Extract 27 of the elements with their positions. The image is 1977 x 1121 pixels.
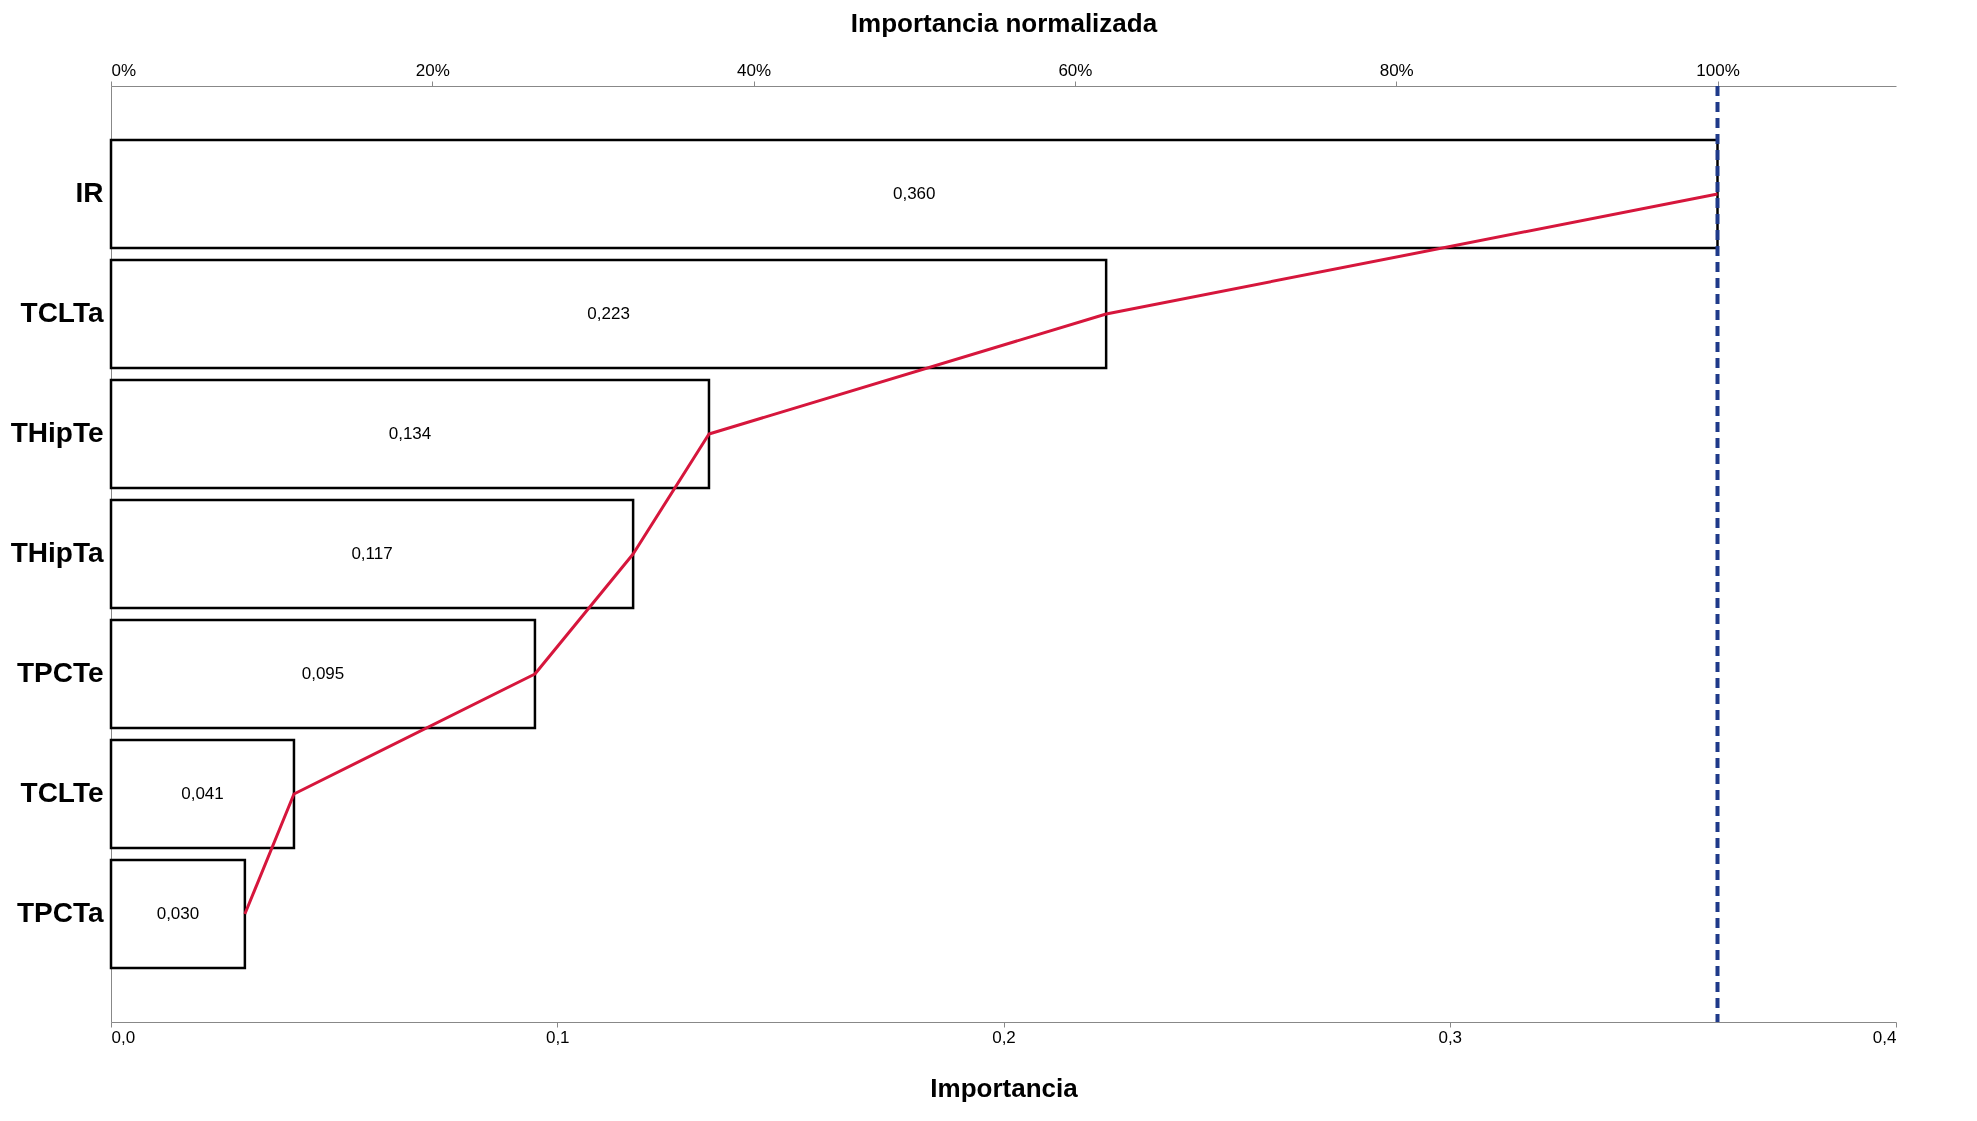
y-tick-label: TCLTe <box>20 777 104 808</box>
x2-tick-label: 40% <box>737 60 772 80</box>
y-tick-label: THipTa <box>10 537 104 568</box>
x2-tick-label: 100% <box>1696 60 1740 80</box>
data-label: 0,223 <box>587 304 630 323</box>
x-tick-label: 0,3 <box>1438 1027 1463 1047</box>
x2-tick-label: 80% <box>1379 60 1414 80</box>
data-label: 0,134 <box>388 424 432 443</box>
data-label: 0,117 <box>351 544 393 563</box>
y-tick-label: THipTe <box>10 417 104 448</box>
y-tick-label: TPCTa <box>16 897 104 928</box>
x-tick-label: 0,2 <box>992 1027 1016 1047</box>
x2-tick-label: 60% <box>1058 60 1093 80</box>
x2-tick-label: 0% <box>111 60 137 80</box>
x-tick-label: 0,1 <box>545 1027 570 1047</box>
data-label: 0,360 <box>892 184 936 203</box>
y-tick-label: IR <box>75 177 104 208</box>
y-tick-label: TCLTa <box>20 297 104 328</box>
data-label: 0,095 <box>301 664 345 683</box>
data-label: 0,041 <box>181 784 224 803</box>
x2-axis-title: Importancia normalizada <box>850 7 1158 38</box>
x-tick-label: 0,4 <box>1872 1027 1897 1047</box>
x-axis-title: Importancia <box>930 1072 1079 1103</box>
x-tick-label: 0,0 <box>111 1027 136 1047</box>
data-label: 0,030 <box>156 904 200 923</box>
y-tick-label: TPCTe <box>16 657 104 688</box>
x2-tick-label: 20% <box>415 60 450 80</box>
